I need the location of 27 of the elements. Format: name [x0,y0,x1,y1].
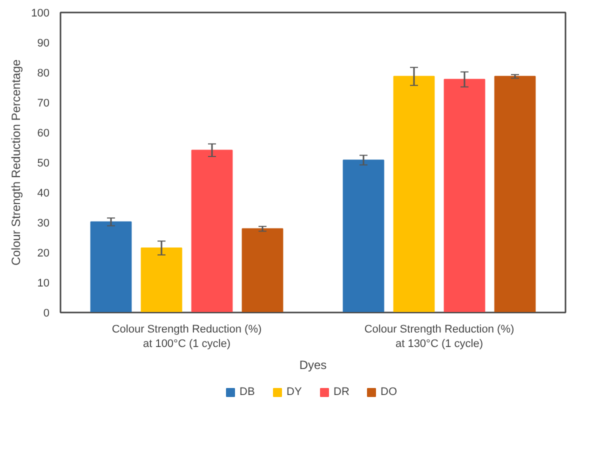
x-tick-label: Colour Strength Reduction (%) at 100°C (1 cycle) [112,324,262,350]
bar [90,221,132,312]
y-axis-title: Colour Strength Reduction Percentage [9,59,24,266]
y-tick-label: 50 [37,158,50,170]
y-tick-label: 60 [37,128,50,140]
y-tick-label: 10 [37,278,50,290]
legend-label: DB [240,386,256,398]
bar [444,78,486,312]
bar [342,160,384,312]
y-tick-label: 80 [37,68,50,80]
legend-label: DR [334,386,350,398]
y-tick-label: 70 [37,98,50,110]
y-tick-label: 40 [37,188,50,200]
bar [494,76,536,312]
legend-label: DY [286,386,303,398]
bar [191,150,233,312]
y-tick-label: 30 [37,218,50,230]
legend-label: DO [380,386,398,398]
x-tick-label: Colour Strength Reduction (%) at 130°C (1 cycle) [364,324,514,350]
y-tick-label: 0 [43,308,50,320]
bar [242,228,284,312]
y-tick-label: 20 [37,248,50,260]
bar [140,248,182,312]
bar [393,76,435,312]
y-tick-label: 100 [31,8,50,20]
y-tick-label: 90 [37,38,50,50]
x-axis-title: Dyes [299,358,327,372]
